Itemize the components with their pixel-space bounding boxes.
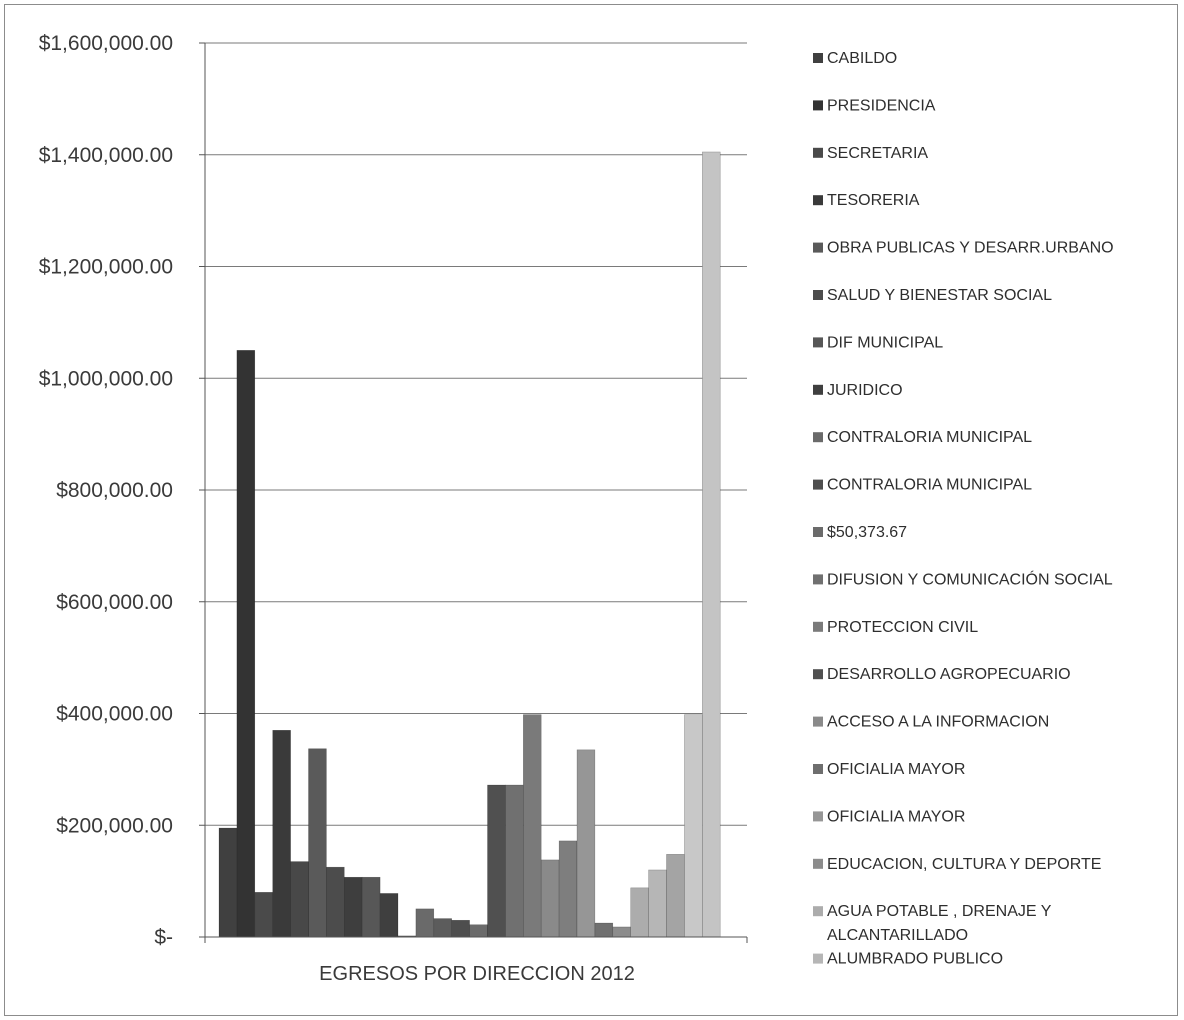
bar (308, 748, 327, 938)
bar (415, 908, 435, 938)
legend-label: OBRA PUBLICAS Y DESARR.URBANO (827, 240, 1114, 257)
legend-label: PROTECCION CIVIL (827, 619, 978, 636)
bar (487, 784, 506, 938)
legend-swatch (813, 953, 823, 964)
bar (290, 861, 309, 938)
legend-label: ALUMBRADO PUBLICO (827, 951, 1003, 968)
legend-label: JURIDICO (827, 382, 903, 399)
bar (326, 866, 345, 938)
legend-swatch (813, 574, 823, 585)
legend-label: OFICIALIA MAYOR (827, 761, 965, 778)
bar (433, 918, 452, 938)
legend-label: OFICIALIA MAYOR (827, 808, 965, 825)
y-tick-label: $1,000,000.00 (39, 367, 173, 390)
y-tick-label: $1,400,000.00 (39, 144, 173, 167)
legend-swatch (813, 242, 823, 253)
bar (612, 926, 631, 938)
legend-swatch (813, 669, 823, 680)
bar (594, 922, 614, 938)
legend-swatch (813, 290, 823, 300)
legend-label: ACCESO A LA INFORMACION (827, 714, 1049, 731)
y-axis: $- $200,000.00 $400,000.00 $600,000.00 $800,… (39, 32, 205, 949)
legend-swatch (813, 764, 823, 774)
legend-swatch (813, 432, 823, 443)
legend-swatch (813, 527, 823, 537)
bar (218, 827, 238, 938)
y-tick-label: $1,600,000.00 (39, 32, 173, 55)
bar (505, 784, 524, 938)
legend-label: DIFUSION Y COMUNICACIÓN SOCIAL (827, 569, 1113, 588)
legend-swatch (813, 906, 823, 917)
bar-series (218, 151, 721, 938)
axis-lines (204, 43, 748, 943)
legend-swatch (813, 100, 823, 111)
legend-label: SALUD Y BIENESTAR SOCIAL (827, 287, 1052, 304)
legend-swatch (813, 384, 823, 395)
y-tick-label: $- (154, 926, 173, 949)
y-tick-label: $600,000.00 (56, 591, 173, 614)
y-tick-label: $400,000.00 (56, 703, 173, 726)
legend-swatch (813, 337, 823, 348)
bar (272, 730, 291, 938)
y-tick-label: $200,000.00 (56, 814, 173, 837)
legend-label: SECRETARIA (827, 145, 928, 162)
x-axis-label: EGRESOS POR DIRECCION 2012 (319, 963, 635, 985)
legend-swatch (813, 195, 823, 206)
bar (379, 893, 399, 938)
bar-chart: $- $200,000.00 $400,000.00 $600,000.00 $800,… (39, 32, 1114, 985)
legend-swatch (813, 858, 823, 869)
bar (648, 869, 667, 938)
legend-swatch (813, 53, 823, 63)
legend-label: TESORERIA (827, 192, 920, 209)
legend-swatch (813, 479, 823, 490)
legend-label: $50,373.67 (827, 524, 907, 541)
gridlines (205, 42, 747, 826)
legend-swatch (813, 716, 823, 727)
bar (540, 859, 560, 938)
legend-swatch (813, 147, 823, 158)
legend-label: AGUA POTABLE , DRENAJE Y ALCANTARILLADOA… (827, 903, 1052, 944)
bar (523, 714, 542, 938)
legend: CABILDO PRESIDENCIA SECRETARIA TESORERIA OBR… (813, 50, 1114, 968)
legend-swatch (813, 811, 823, 822)
bar (576, 749, 596, 938)
legend-swatch (813, 621, 823, 632)
bar (702, 151, 721, 938)
bar (630, 887, 649, 938)
bar (361, 876, 381, 938)
bar (666, 854, 685, 938)
bar (558, 840, 578, 938)
bar (236, 350, 256, 938)
legend-label: DIF MUNICIPAL (827, 334, 943, 351)
y-tick-label: $1,200,000.00 (39, 256, 173, 279)
bar (469, 924, 488, 938)
y-tick-label: $800,000.00 (56, 479, 173, 502)
bar (254, 892, 273, 938)
chart-frame: $- $200,000.00 $400,000.00 $600,000.00 $800,… (4, 4, 1178, 1016)
legend-label: CONTRALORIA MUNICIPAL (827, 429, 1032, 446)
legend-label: EDUCACION, CULTURA Y DEPORTE (827, 856, 1101, 873)
legend-label: DESARROLLO AGROPECUARIO (827, 666, 1071, 683)
legend-label: PRESIDENCIA (827, 97, 936, 114)
legend-label: CABILDO (827, 50, 897, 67)
bar (451, 919, 470, 938)
legend-label: CONTRALORIA MUNICIPAL (827, 477, 1032, 494)
bar (684, 714, 703, 938)
bar (344, 876, 363, 938)
